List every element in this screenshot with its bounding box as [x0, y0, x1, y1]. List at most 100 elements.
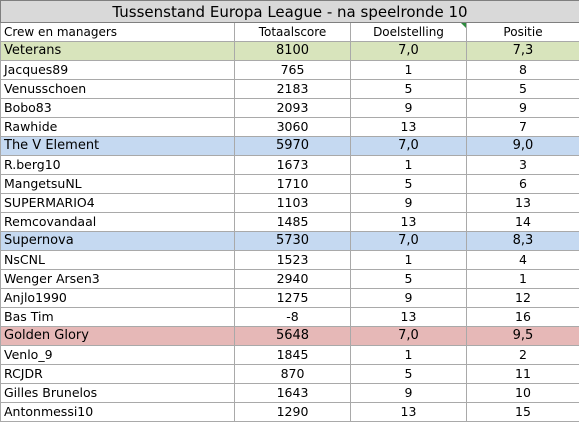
row-goal[interactable]: 5: [350, 269, 467, 289]
row-goal[interactable]: 13: [350, 117, 467, 137]
row-position[interactable]: 4: [465, 250, 579, 270]
table-row: Bas Tim -8 13 16: [0, 307, 579, 327]
row-goal[interactable]: 1: [350, 60, 467, 80]
row-name[interactable]: SUPERMARIO4: [0, 193, 235, 213]
row-score[interactable]: 1523: [234, 250, 351, 270]
row-name[interactable]: The V Element: [0, 136, 235, 156]
row-position[interactable]: 13: [465, 193, 579, 213]
row-score[interactable]: 2093: [234, 98, 351, 118]
row-score[interactable]: 5648: [234, 326, 351, 346]
row-goal[interactable]: 9: [350, 288, 467, 308]
row-position[interactable]: 14: [465, 212, 579, 232]
row-score[interactable]: -8: [234, 307, 351, 327]
row-goal[interactable]: 13: [350, 402, 467, 422]
row-goal[interactable]: 9: [350, 98, 467, 118]
row-position[interactable]: 6: [465, 174, 579, 194]
row-goal[interactable]: 5: [350, 174, 467, 194]
row-name[interactable]: NsCNL: [0, 250, 235, 270]
row-position[interactable]: 7,3: [465, 41, 579, 61]
row-goal[interactable]: 5: [350, 364, 467, 384]
row-score[interactable]: 1673: [234, 155, 351, 175]
row-name[interactable]: Remcovandaal: [0, 212, 235, 232]
table-title[interactable]: Tussenstand Europa League - na speelrond…: [0, 0, 579, 23]
row-score[interactable]: 2940: [234, 269, 351, 289]
team-row-the-v-element: The V Element 5970 7,0 9,0: [0, 136, 579, 156]
row-position[interactable]: 15: [465, 402, 579, 422]
header-goal: Doelstelling: [373, 25, 444, 39]
table-row: Bobo83 2093 9 9: [0, 98, 579, 118]
row-position[interactable]: 3: [465, 155, 579, 175]
header-score[interactable]: Totaalscore: [234, 22, 351, 42]
row-name[interactable]: Gilles Brunelos: [0, 383, 235, 403]
row-position[interactable]: 5: [465, 79, 579, 99]
row-name[interactable]: Jacques89: [0, 60, 235, 80]
row-position[interactable]: 8: [465, 60, 579, 80]
row-score[interactable]: 1643: [234, 383, 351, 403]
row-name[interactable]: Golden Glory: [0, 326, 235, 346]
row-score[interactable]: 2183: [234, 79, 351, 99]
header-position[interactable]: Positie: [465, 22, 579, 42]
row-position[interactable]: 12: [465, 288, 579, 308]
row-goal[interactable]: 7,0: [350, 41, 467, 61]
row-score[interactable]: 1485: [234, 212, 351, 232]
table-row: Wenger Arsen3 2940 5 1: [0, 269, 579, 289]
row-position[interactable]: 1: [465, 269, 579, 289]
row-name[interactable]: Veterans: [0, 41, 235, 61]
row-name[interactable]: Venusschoen: [0, 79, 235, 99]
comment-indicator-icon: [461, 23, 466, 28]
team-row-veterans: Veterans 8100 7,0 7,3: [0, 41, 579, 61]
row-position[interactable]: 8,3: [465, 231, 579, 251]
team-row-supernova: Supernova 5730 7,0 8,3: [0, 231, 579, 251]
row-score[interactable]: 870: [234, 364, 351, 384]
row-score[interactable]: 765: [234, 60, 351, 80]
row-goal[interactable]: 1: [350, 155, 467, 175]
row-goal[interactable]: 13: [350, 212, 467, 232]
row-position[interactable]: 9,5: [465, 326, 579, 346]
row-goal[interactable]: 1: [350, 345, 467, 365]
row-name[interactable]: Venlo_9: [0, 345, 235, 365]
row-name[interactable]: R.berg10: [0, 155, 235, 175]
row-score[interactable]: 1103: [234, 193, 351, 213]
row-position[interactable]: 9: [465, 98, 579, 118]
row-score[interactable]: 1710: [234, 174, 351, 194]
row-goal[interactable]: 5: [350, 79, 467, 99]
row-position[interactable]: 2: [465, 345, 579, 365]
header-crew[interactable]: Crew en managers: [0, 22, 235, 42]
row-name[interactable]: Bobo83: [0, 98, 235, 118]
row-goal[interactable]: 9: [350, 193, 467, 213]
row-name[interactable]: RCJDR: [0, 364, 235, 384]
row-position[interactable]: 16: [465, 307, 579, 327]
row-name[interactable]: MangetsuNL: [0, 174, 235, 194]
row-name[interactable]: Supernova: [0, 231, 235, 251]
header-goal-cell[interactable]: Doelstelling: [350, 22, 467, 42]
row-name[interactable]: Anjlo1990: [0, 288, 235, 308]
row-position[interactable]: 11: [465, 364, 579, 384]
row-score[interactable]: 1275: [234, 288, 351, 308]
table-row: SUPERMARIO4 1103 9 13: [0, 193, 579, 213]
row-score[interactable]: 8100: [234, 41, 351, 61]
row-score[interactable]: 1845: [234, 345, 351, 365]
row-position[interactable]: 9,0: [465, 136, 579, 156]
row-goal[interactable]: 13: [350, 307, 467, 327]
row-goal[interactable]: 1: [350, 250, 467, 270]
row-score[interactable]: 5970: [234, 136, 351, 156]
table-row: NsCNL 1523 1 4: [0, 250, 579, 270]
row-score[interactable]: 1290: [234, 402, 351, 422]
row-goal[interactable]: 7,0: [350, 231, 467, 251]
row-name[interactable]: Rawhide: [0, 117, 235, 137]
row-goal[interactable]: 9: [350, 383, 467, 403]
table-row: Jacques89 765 1 8: [0, 60, 579, 80]
row-name[interactable]: Antonmessi10: [0, 402, 235, 422]
row-position[interactable]: 7: [465, 117, 579, 137]
row-name[interactable]: Wenger Arsen3: [0, 269, 235, 289]
row-position[interactable]: 10: [465, 383, 579, 403]
row-score[interactable]: 5730: [234, 231, 351, 251]
table-row: R.berg10 1673 1 3: [0, 155, 579, 175]
row-goal[interactable]: 7,0: [350, 136, 467, 156]
row-score[interactable]: 3060: [234, 117, 351, 137]
table-row: Gilles Brunelos 1643 9 10: [0, 383, 579, 403]
row-name[interactable]: Bas Tim: [0, 307, 235, 327]
row-goal[interactable]: 7,0: [350, 326, 467, 346]
